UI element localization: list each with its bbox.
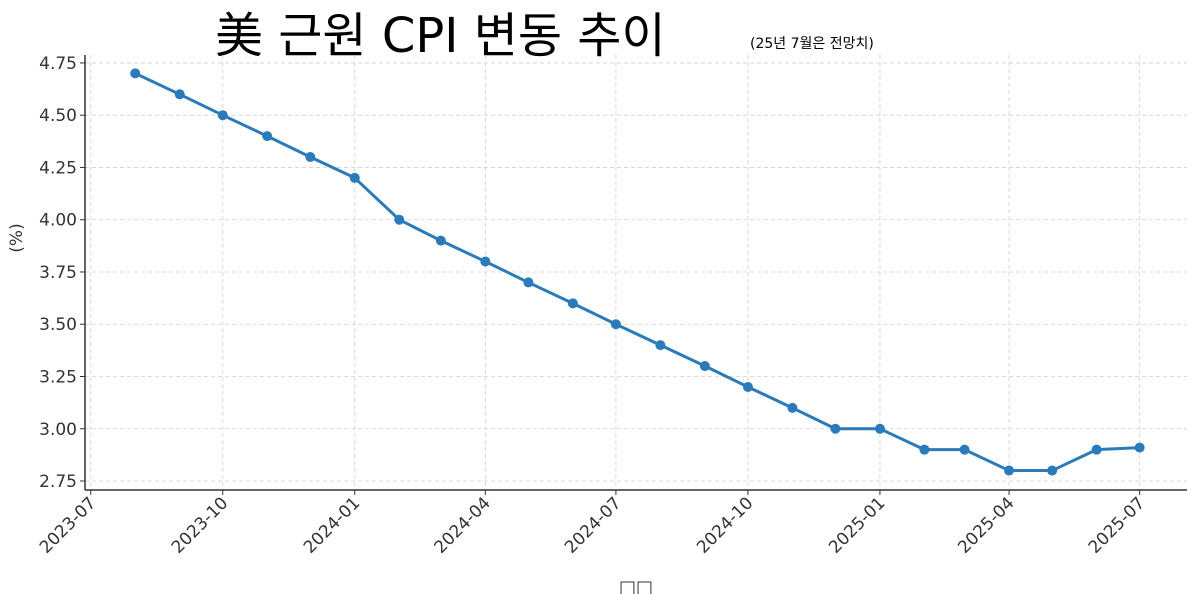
- x-tick-label: 2024-07: [561, 493, 625, 557]
- data-point: [523, 277, 534, 288]
- data-point: [567, 298, 578, 309]
- data-point: [699, 361, 710, 372]
- x-tick-label: 2024-01: [300, 493, 364, 557]
- x-tick-label: 2023-10: [168, 493, 232, 557]
- data-point: [174, 89, 185, 100]
- data-point: [480, 256, 491, 267]
- data-point: [305, 152, 316, 163]
- data-point: [787, 402, 798, 413]
- x-axis-label: □□: [619, 577, 653, 594]
- data-point: [435, 235, 446, 246]
- data-point: [217, 110, 228, 121]
- data-point: [394, 214, 405, 225]
- data-point: [919, 444, 930, 455]
- x-tick-label: 2024-10: [693, 493, 757, 557]
- data-point: [830, 423, 841, 434]
- data-point: [262, 131, 273, 142]
- y-tick-label: 3.25: [39, 367, 77, 387]
- x-tick-label: 2024-04: [431, 493, 495, 557]
- chart-title: 美 근원 CPI 변동 추이: [215, 8, 666, 64]
- data-point: [1047, 465, 1058, 476]
- data-point: [742, 381, 753, 392]
- data-point: [610, 319, 621, 330]
- data-point: [1091, 444, 1102, 455]
- y-tick-label: 4.00: [39, 211, 77, 231]
- x-tick-label: 2025-04: [954, 493, 1018, 557]
- x-tick-label: 2025-07: [1085, 493, 1149, 557]
- y-tick-label: 3.75: [39, 263, 77, 283]
- y-axis-label: (%): [7, 223, 27, 252]
- data-point: [130, 68, 141, 79]
- data-point: [1134, 442, 1145, 453]
- data-point: [655, 340, 666, 351]
- y-tick-label: 4.75: [39, 54, 77, 74]
- y-tick-label: 3.50: [39, 315, 77, 335]
- y-tick-label: 3.00: [39, 420, 77, 440]
- data-point: [349, 172, 360, 183]
- data-point: [1004, 465, 1015, 476]
- y-tick-label: 4.50: [39, 106, 77, 126]
- x-tick-label: 2025-01: [825, 493, 889, 557]
- series-line: [134, 72, 1140, 473]
- y-tick-label: 4.25: [39, 158, 77, 178]
- data-point: [959, 444, 970, 455]
- chart-subtitle: (25년 7월은 전망치): [750, 36, 874, 52]
- y-tick-label: 2.75: [39, 472, 77, 492]
- data-point: [874, 423, 885, 434]
- x-tick-label: 2023-07: [36, 493, 100, 557]
